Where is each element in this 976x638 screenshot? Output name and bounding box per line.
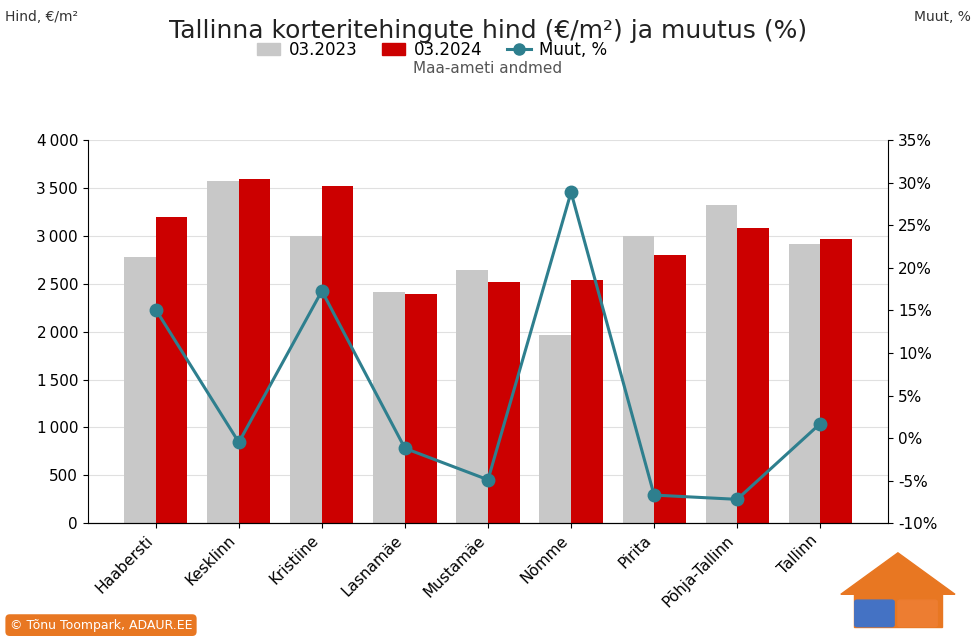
Text: Muut, %: Muut, %: [915, 10, 971, 24]
Legend: 03.2023, 03.2024, Muut, %: 03.2023, 03.2024, Muut, %: [250, 34, 614, 65]
Bar: [571, 280, 602, 523]
Polygon shape: [853, 595, 943, 628]
Bar: [654, 255, 686, 523]
Bar: [789, 244, 820, 523]
Text: Tallinna korteritehingute hind (€/m²) ja muutus (%): Tallinna korteritehingute hind (€/m²) ja…: [169, 19, 807, 43]
FancyBboxPatch shape: [855, 600, 894, 627]
Bar: [124, 257, 156, 523]
Bar: [540, 334, 571, 523]
Bar: [405, 295, 436, 523]
Bar: [322, 186, 353, 523]
Bar: [156, 217, 187, 523]
Bar: [207, 181, 239, 523]
Bar: [820, 239, 852, 523]
Bar: [457, 269, 488, 523]
Bar: [239, 179, 270, 523]
FancyBboxPatch shape: [898, 600, 937, 627]
Bar: [290, 236, 322, 523]
Text: © Tõnu Toompark, ADAUR.EE: © Tõnu Toompark, ADAUR.EE: [10, 619, 192, 632]
Polygon shape: [841, 553, 955, 595]
Bar: [374, 292, 405, 523]
Text: Maa-ameti andmed: Maa-ameti andmed: [414, 61, 562, 76]
Text: Hind, €/m²: Hind, €/m²: [5, 10, 78, 24]
Bar: [623, 236, 654, 523]
Bar: [706, 205, 737, 523]
Bar: [737, 228, 769, 523]
Bar: [488, 282, 519, 523]
